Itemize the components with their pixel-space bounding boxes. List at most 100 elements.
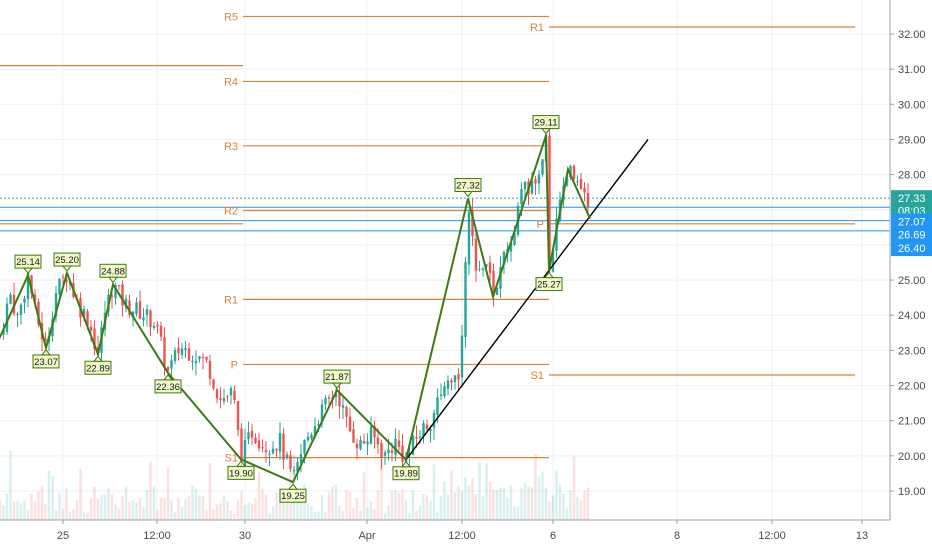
price-axis-marker[interactable]: 27.07	[891, 213, 932, 230]
candle-body	[37, 301, 40, 325]
volume-bar	[268, 513, 271, 520]
pivot-label: P	[231, 359, 238, 371]
candle-body	[156, 324, 159, 327]
volume-bar	[107, 487, 110, 520]
candle-body	[362, 440, 366, 444]
candle-body	[229, 388, 233, 396]
volume-bar	[201, 496, 205, 520]
candle-body	[359, 439, 362, 450]
candle-body	[460, 335, 464, 378]
candle-body	[145, 309, 149, 315]
candle-body	[390, 450, 394, 453]
candle-body	[177, 347, 180, 354]
volume-bar	[313, 511, 317, 520]
candle-body	[247, 432, 250, 440]
volume-bar	[506, 497, 509, 520]
volume-bar	[436, 512, 439, 520]
candle-body	[212, 379, 215, 389]
candle-body	[313, 426, 317, 437]
candle-body	[373, 425, 376, 438]
candle-body	[306, 436, 310, 441]
trendline[interactable]	[405, 139, 649, 461]
candle-body	[2, 329, 5, 335]
zigzag-label-pointer	[462, 191, 474, 198]
volume-bar	[275, 492, 278, 520]
volume-bar	[481, 496, 485, 520]
volume-bar	[2, 505, 5, 520]
zigzag-label-text: 21.87	[325, 372, 349, 383]
price-tick-label: 19.00	[898, 486, 926, 498]
candle-body	[478, 268, 481, 270]
candle-body	[310, 434, 313, 439]
candle-body	[583, 188, 586, 193]
zigzag-label-pointer	[287, 483, 299, 490]
volume-bar	[30, 493, 33, 520]
volume-bar	[100, 494, 103, 520]
volume-bar	[572, 455, 576, 520]
candle-body	[513, 232, 516, 245]
zigzag-marker: 29.11	[532, 115, 560, 135]
price-axis-marker[interactable]: 27.33	[891, 190, 932, 207]
volume-bar	[387, 505, 390, 520]
candle-body	[58, 278, 61, 295]
pivot-label: S1	[531, 370, 544, 382]
volume-bar	[369, 501, 373, 520]
zigzag-label-pointer	[40, 349, 52, 356]
candle-body	[366, 441, 369, 445]
candle-body	[436, 397, 439, 415]
time-tick-label: 12:00	[758, 530, 786, 542]
volume-bar	[191, 485, 194, 520]
candle-body	[572, 165, 576, 179]
candle-body	[261, 447, 264, 449]
volume-bar	[278, 492, 282, 520]
price-marker-box	[891, 226, 932, 243]
candle-body	[422, 423, 425, 437]
volume-bar	[299, 488, 303, 520]
volume-bar	[411, 490, 415, 520]
trendline-segment[interactable]	[405, 139, 649, 461]
candle-body	[320, 404, 324, 422]
volume-bar	[520, 488, 523, 520]
volume-bar	[194, 488, 198, 520]
candlesticks	[0, 129, 590, 481]
price-axis-marker[interactable]: 26.69	[891, 226, 932, 243]
volume-bar	[128, 501, 131, 520]
volume-bar	[121, 496, 124, 520]
volume-bar	[23, 499, 26, 520]
candle-body	[369, 426, 373, 444]
volume-bar	[152, 486, 156, 520]
candle-body	[184, 348, 187, 351]
volume-bar	[516, 506, 520, 520]
volume-bar	[226, 501, 229, 520]
candle-body	[397, 440, 401, 448]
time-tick-label: 8	[674, 530, 680, 542]
candle-body	[443, 386, 446, 397]
volume-bar	[184, 499, 187, 520]
volume-bar	[446, 494, 450, 520]
volume-bar	[359, 510, 362, 520]
volume-bar	[51, 476, 54, 520]
candle-body	[387, 449, 390, 454]
volume-bar	[397, 492, 401, 520]
volume-bar	[198, 495, 201, 520]
candle-body	[464, 262, 467, 338]
candle-body	[131, 311, 135, 318]
volume-bar	[348, 492, 352, 520]
candle-body	[520, 189, 523, 205]
zigzag-marker: 25.27	[535, 271, 563, 292]
volume-bar	[271, 506, 275, 520]
volume-bar	[240, 491, 243, 520]
zigzag-label-text: 19.25	[281, 491, 305, 502]
candle-body	[432, 412, 436, 428]
candle-body	[5, 303, 9, 332]
volume-bar	[33, 500, 37, 520]
pivot-label: R3	[224, 141, 238, 153]
candle-body	[226, 396, 229, 398]
volume-bar	[331, 486, 334, 520]
candle-body	[208, 361, 212, 379]
volume-bar	[93, 486, 96, 520]
price-axis-marker[interactable]: 26.40	[891, 240, 932, 257]
volume-bar	[264, 494, 268, 520]
volume-bar	[166, 467, 170, 520]
